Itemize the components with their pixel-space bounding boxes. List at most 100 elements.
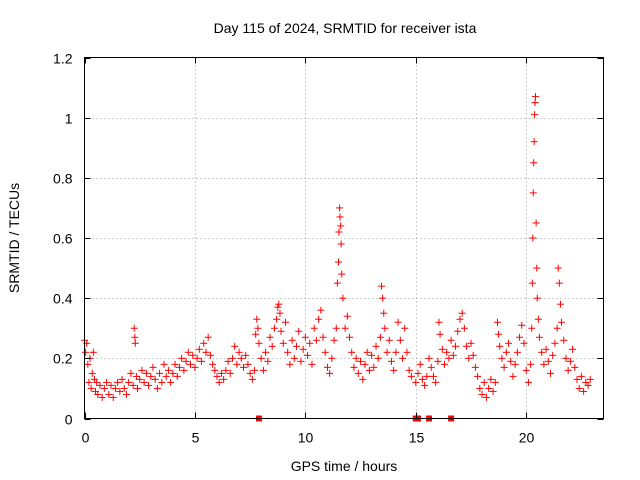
data-point [193, 354, 201, 362]
data-point [319, 333, 327, 341]
data-point [544, 357, 552, 365]
data-point [396, 336, 404, 344]
data-point [520, 339, 528, 347]
data-point [100, 384, 108, 392]
data-point [562, 354, 570, 362]
data-point [147, 372, 155, 380]
data-point [399, 354, 407, 362]
data-point [333, 279, 341, 287]
data-point [275, 300, 283, 308]
data-point [306, 339, 314, 347]
data-point [534, 315, 542, 323]
data-point [125, 378, 133, 386]
data-point [88, 369, 96, 377]
data-point [288, 336, 296, 344]
data-point [493, 318, 501, 326]
data-point [518, 321, 526, 329]
data-point [286, 360, 294, 368]
data-point [312, 336, 320, 344]
data-point [323, 363, 331, 371]
data-point [200, 339, 208, 347]
data-point [436, 330, 444, 338]
y-tick-label: 0.4 [53, 291, 73, 307]
data-point [554, 264, 562, 272]
data-point [374, 354, 382, 362]
data-point [277, 327, 285, 335]
x-tick-label: 15 [409, 430, 425, 446]
data-point [140, 378, 148, 386]
data-point [254, 324, 262, 332]
data-point [535, 333, 543, 341]
data-point [569, 345, 577, 353]
data-point [380, 309, 388, 317]
data-point [553, 324, 561, 332]
data-point [350, 363, 358, 371]
data-point [252, 330, 260, 338]
data-point [352, 354, 360, 362]
data-point [222, 366, 230, 374]
x-tick-label: 20 [519, 430, 535, 446]
data-point [368, 351, 376, 359]
data-point [103, 378, 111, 386]
data-point [449, 351, 457, 359]
data-point [299, 345, 307, 353]
data-point [471, 363, 479, 371]
data-point [134, 384, 142, 392]
data-point [463, 342, 471, 350]
data-point [577, 372, 585, 380]
data-point [202, 348, 210, 356]
data-point [387, 357, 395, 365]
data-point [158, 378, 166, 386]
data-point [416, 360, 424, 368]
data-point [206, 351, 214, 359]
x-tick-label: 10 [298, 430, 314, 446]
data-point [293, 342, 301, 350]
data-point [145, 381, 153, 389]
data-point [93, 378, 101, 386]
data-point [96, 381, 104, 389]
data-point [240, 363, 248, 371]
data-point [237, 354, 245, 362]
data-point [571, 363, 579, 371]
data-point [443, 348, 451, 356]
data-point [198, 357, 206, 365]
data-point [357, 357, 365, 365]
data-point [224, 357, 232, 365]
data-point [418, 375, 426, 383]
data-point [242, 351, 250, 359]
data-point [310, 324, 318, 332]
data-point [338, 270, 346, 278]
data-point [215, 378, 223, 386]
data-point [131, 333, 139, 341]
data-point [279, 339, 287, 347]
data-point [435, 318, 443, 326]
data-point [412, 378, 420, 386]
data-point [478, 390, 486, 398]
chart-title: Day 115 of 2024, SRMTID for receiver ist… [214, 20, 477, 36]
data-point [346, 333, 354, 341]
data-point [178, 354, 186, 362]
x-tick-label: 5 [192, 430, 200, 446]
data-point [522, 366, 530, 374]
data-point [84, 360, 92, 368]
data-point [573, 375, 581, 383]
data-point [527, 360, 535, 368]
data-point [540, 360, 548, 368]
data-point [321, 348, 329, 356]
data-point [414, 369, 422, 377]
data-point [259, 366, 267, 374]
data-point [129, 381, 137, 389]
data-point [454, 327, 462, 335]
data-point [328, 354, 336, 362]
data-point [447, 336, 455, 344]
data-point [476, 384, 484, 392]
data-point [264, 357, 272, 365]
data-point [274, 303, 282, 311]
data-point [505, 339, 513, 347]
data-point [467, 339, 475, 347]
data-point [167, 378, 175, 386]
data-point [421, 381, 429, 389]
data-point [378, 282, 386, 290]
data-point [376, 333, 384, 341]
